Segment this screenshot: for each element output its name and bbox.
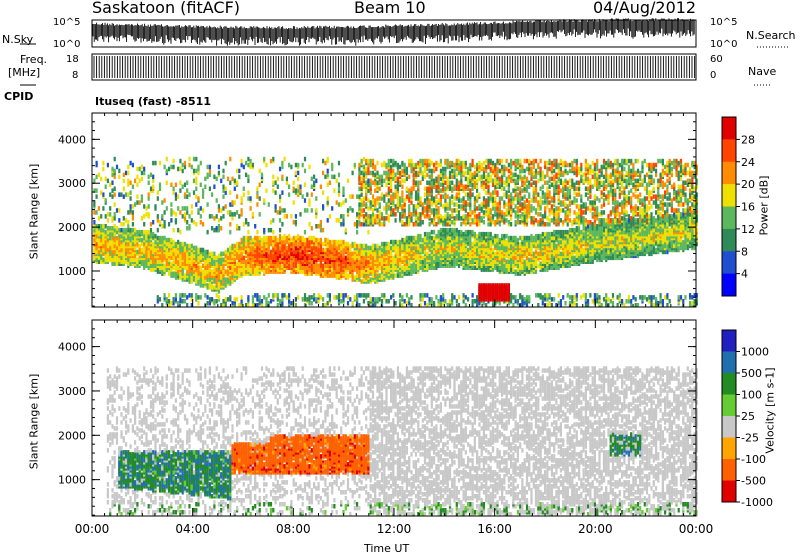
x-tick-label: 00:00 <box>75 522 110 536</box>
nsearch-tick-top: 10^5 <box>710 18 737 28</box>
power-colorbar-swatch <box>722 274 736 297</box>
velocity-colorbar-tick-label: -100 <box>741 453 766 466</box>
velocity-colorbar-tick-label: 1000 <box>741 346 769 359</box>
nsearch-label: N.Search <box>746 30 796 41</box>
nsky-label: N.Sky <box>2 34 33 45</box>
nsearch-tick-bottom: 10^0 <box>710 40 737 50</box>
power-colorbar-swatch <box>722 184 736 207</box>
power-colorbar-tick-label: 8 <box>741 245 748 258</box>
power-panel-ytick-label: 1000 <box>58 265 86 278</box>
velocity-panel-cells <box>107 366 698 516</box>
freq-label: Freq. <box>20 54 47 65</box>
power-colorbar-label: Power [dB] <box>758 176 769 236</box>
nave-tick-bottom: 0 <box>710 71 716 81</box>
freq-unit: [MHz] <box>8 67 40 78</box>
nave-label: Nave <box>748 66 776 77</box>
power-colorbar-tick-label: 24 <box>741 156 755 169</box>
power-panel-ytick-label: 3000 <box>58 177 86 190</box>
power-colorbar-swatch <box>722 139 736 162</box>
velocity-panel-ytick-label: 4000 <box>58 341 86 354</box>
power-colorbar-swatch <box>722 162 736 185</box>
power-colorbar-tick-label: 20 <box>741 178 755 191</box>
cpid-label: CPID <box>4 91 33 102</box>
velocity-colorbar-swatch <box>722 352 736 374</box>
velocity-colorbar-swatch <box>722 459 736 481</box>
x-tick-label: 08:00 <box>276 522 311 536</box>
velocity-panel-ytick-label: 1000 <box>58 474 86 487</box>
velocity-colorbar-tick-label: -500 <box>741 475 766 488</box>
power-panel-ytick-label: 4000 <box>58 133 86 146</box>
power-panel-cells <box>93 157 698 308</box>
x-tick-label: 16:00 <box>477 522 512 536</box>
velocity-colorbar-label: Velocity [m s-1] <box>765 367 776 453</box>
freq-tick-bottom: 8 <box>72 71 78 81</box>
x-tick-label: 04:00 <box>175 522 210 536</box>
station-title: Saskatoon (fitACF) <box>92 0 240 16</box>
freq-trace <box>94 56 695 78</box>
nsky-tick-bottom: 10^0 <box>53 40 80 50</box>
power-ylabel: Slant Range [km] <box>28 164 39 260</box>
velocity-colorbar-swatch <box>722 416 736 438</box>
beam-label: Beam 10 <box>354 0 426 16</box>
velocity-colorbar-tick-label: 25 <box>741 410 755 423</box>
velocity-ylabel: Slant Range [km] <box>28 374 39 470</box>
x-tick-label: 20:00 <box>578 522 613 536</box>
x-axis-title: Time UT <box>364 543 409 554</box>
velocity-colorbar-swatch <box>722 481 736 503</box>
power-colorbar-swatch <box>722 207 736 230</box>
power-colorbar-tick-label: 12 <box>741 223 755 236</box>
velocity-colorbar-swatch <box>722 395 736 417</box>
velocity-colorbar-tick-label: -25 <box>741 432 759 445</box>
nsky-tick-top: 10^5 <box>53 18 80 28</box>
velocity-colorbar-tick-label: 100 <box>741 389 762 402</box>
power-colorbar-tick-label: 4 <box>741 268 748 281</box>
x-tick-label: 12:00 <box>377 522 412 536</box>
nsky-trace <box>93 18 694 46</box>
date-label: 04/Aug/2012 <box>593 0 696 16</box>
cpid-value: Ituseq (fast) -8511 <box>95 96 211 107</box>
freq-tick-top: 18 <box>66 55 79 65</box>
velocity-colorbar-swatch <box>722 373 736 395</box>
power-colorbar-swatch <box>722 251 736 274</box>
power-colorbar-swatch <box>722 117 736 140</box>
velocity-panel-ytick-label: 2000 <box>58 429 86 442</box>
velocity-colorbar-tick-label: -1000 <box>741 496 773 509</box>
power-panel-ytick-label: 2000 <box>58 221 86 234</box>
power-colorbar-tick-label: 16 <box>741 201 755 214</box>
x-tick-label: 00:00 <box>679 522 714 536</box>
power-colorbar-swatch <box>722 229 736 252</box>
velocity-colorbar-swatch <box>722 438 736 460</box>
velocity-panel-ytick-label: 3000 <box>58 385 86 398</box>
power-colorbar-tick-label: 28 <box>741 133 755 146</box>
velocity-colorbar-swatch <box>722 330 736 352</box>
velocity-colorbar-tick-label: 500 <box>741 367 762 380</box>
nave-tick-top: 60 <box>710 55 723 65</box>
